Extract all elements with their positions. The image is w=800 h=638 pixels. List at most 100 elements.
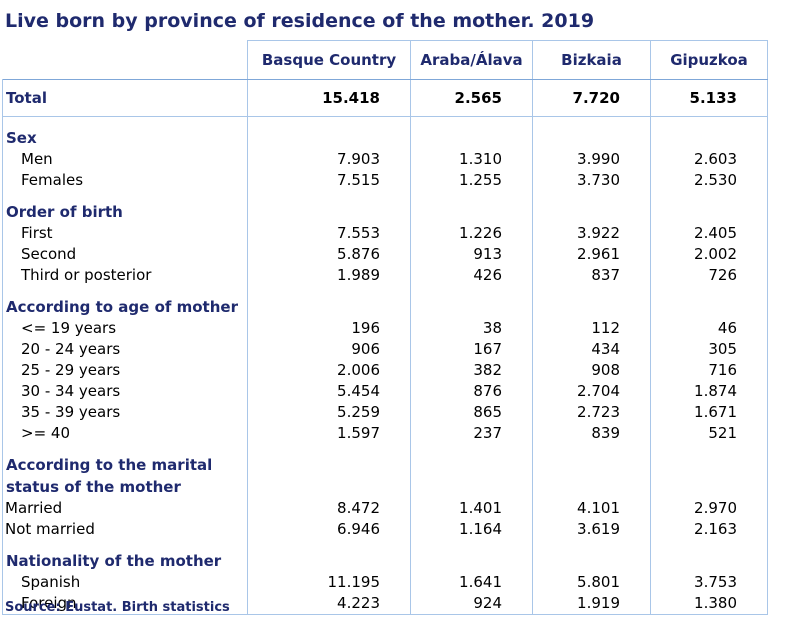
cell-value: 6.946 [247,519,411,540]
cell-value: 382 [410,360,533,381]
cell-value: 865 [410,402,533,423]
section-title: Nationality of the mother [2,550,248,572]
section-title-line: status of the mother [2,476,248,498]
cell-value: 237 [410,423,533,444]
cell-value: 7.720 [532,79,651,117]
row-label: 25 - 29 years [2,360,248,381]
table-row: Married 8.472 1.401 4.101 2.970 [2,498,768,519]
column-header: Araba/Álava [410,40,533,80]
table-row: Men 7.903 1.310 3.990 2.603 [2,149,768,170]
cell-value: 839 [532,423,651,444]
table-row: Third or posterior 1.989 426 837 726 [2,265,768,286]
cell-value: 1.310 [410,149,533,170]
section-title: Order of birth [2,201,248,223]
cell-value: 3.990 [532,149,651,170]
total-row: Total 15.418 2.565 7.720 5.133 [2,79,768,117]
cell-value: 1.164 [410,519,533,540]
cell-value: 1.641 [410,572,533,593]
cell-value: 3.619 [532,519,651,540]
table-row: Not married 6.946 1.164 3.619 2.163 [2,519,768,540]
cell-value: 38 [410,318,533,339]
cell-value: 1.874 [650,381,768,402]
cell-value: 726 [650,265,768,286]
cell-value: 1.226 [410,223,533,244]
row-label: Second [2,244,248,265]
section-header: Order of birth [2,201,768,223]
cell-value: 2.006 [247,360,411,381]
cell-value: 1.919 [532,593,651,615]
row-label: Third or posterior [2,265,248,286]
section-header: status of the mother [2,476,768,498]
row-label: 20 - 24 years [2,339,248,360]
section-header: According to the marital [2,454,768,476]
cell-value: 913 [410,244,533,265]
row-label: <= 19 years [2,318,248,339]
cell-value: 46 [650,318,768,339]
table-row: Foreign 4.223 924 1.919 1.380 [2,593,768,615]
cell-value: 2.565 [410,79,533,117]
row-label: >= 40 [2,423,248,444]
table-row: Second 5.876 913 2.961 2.002 [2,244,768,265]
cell-value: 305 [650,339,768,360]
cell-value: 15.418 [247,79,411,117]
cell-value: 2.723 [532,402,651,423]
row-label: Not married [2,519,248,540]
cell-value: 3.730 [532,170,651,191]
cell-value: 7.903 [247,149,411,170]
table-row: Females 7.515 1.255 3.730 2.530 [2,170,768,191]
cell-value: 3.753 [650,572,768,593]
cell-value: 876 [410,381,533,402]
table-row: <= 19 years 196 38 112 46 [2,318,768,339]
section-header: According to age of mother [2,296,768,318]
column-header: Bizkaia [532,40,651,80]
table-row: Spanish 11.195 1.641 5.801 3.753 [2,572,768,593]
column-header: Gipuzkoa [650,40,768,80]
cell-value: 3.922 [532,223,651,244]
cell-value: 2.002 [650,244,768,265]
cell-value: 5.259 [247,402,411,423]
cell-value: 2.961 [532,244,651,265]
table-row: 30 - 34 years 5.454 876 2.704 1.874 [2,381,768,402]
cell-value: 521 [650,423,768,444]
cell-value: 4.223 [247,593,411,615]
cell-value: 5.454 [247,381,411,402]
births-table: Basque Country Araba/Álava Bizkaia Gipuz… [2,40,768,615]
cell-value: 2.163 [650,519,768,540]
cell-value: 2.405 [650,223,768,244]
header-row: Basque Country Araba/Álava Bizkaia Gipuz… [3,40,768,80]
cell-value: 924 [410,593,533,615]
row-label: Total [2,79,248,117]
cell-value: 167 [410,339,533,360]
cell-value: 716 [650,360,768,381]
cell-value: 196 [247,318,411,339]
cell-value: 2.530 [650,170,768,191]
section-title: According to age of mother [2,296,248,318]
cell-value: 1.380 [650,593,768,615]
cell-value: 4.101 [532,498,651,519]
row-label: First [2,223,248,244]
cell-value: 1.671 [650,402,768,423]
cell-value: 5.133 [650,79,768,117]
column-header: Basque Country [247,40,411,80]
row-label: Men [2,149,248,170]
section-header: Sex [2,127,768,149]
cell-value: 7.515 [247,170,411,191]
cell-value: 11.195 [247,572,411,593]
cell-value: 837 [532,265,651,286]
source-note: Source: Eustat. Birth statistics [5,600,230,615]
cell-value: 8.472 [247,498,411,519]
cell-value: 426 [410,265,533,286]
row-label: Females [2,170,248,191]
cell-value: 112 [532,318,651,339]
cell-value: 1.401 [410,498,533,519]
table-title: Live born by province of residence of th… [5,10,595,32]
row-label: Spanish [2,572,248,593]
cell-value: 1.255 [410,170,533,191]
table-row: 20 - 24 years 906 167 434 305 [2,339,768,360]
row-label: 30 - 34 years [2,381,248,402]
cell-value: 2.704 [532,381,651,402]
table-row: 35 - 39 years 5.259 865 2.723 1.671 [2,402,768,423]
cell-value: 1.989 [247,265,411,286]
cell-value: 1.597 [247,423,411,444]
table-row: 25 - 29 years 2.006 382 908 716 [2,360,768,381]
